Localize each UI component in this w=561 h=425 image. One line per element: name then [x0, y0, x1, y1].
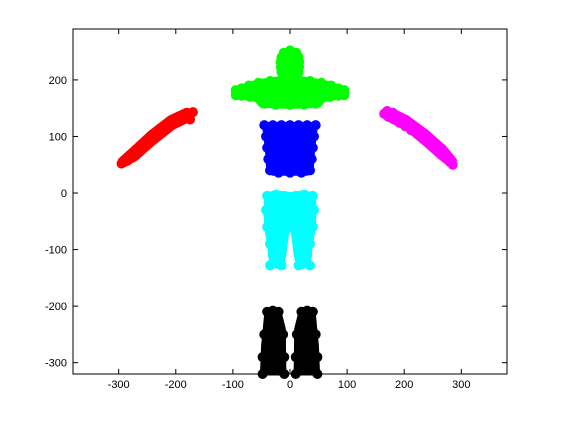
scatter-point-legs-3	[290, 190, 301, 201]
x-tick-label: 200	[395, 379, 413, 391]
y-tick-label: 100	[49, 131, 67, 143]
scatter-point-legs-13	[302, 250, 313, 261]
scatter-point-legs-6	[261, 204, 272, 215]
scatter-point-torso-16	[285, 167, 295, 178]
scatter-point-right-arm-13	[447, 159, 458, 170]
y-tick-label: -300	[45, 358, 67, 370]
scatter-point-legs-1	[270, 189, 281, 200]
scatter-point-shoulders-19	[285, 99, 295, 110]
x-tick-label: 300	[452, 379, 470, 391]
scatter-point-torso-8	[308, 131, 319, 142]
scatter-point-left-arm-15	[185, 114, 196, 125]
scatter-point-shoulders-6	[285, 74, 295, 85]
scatter-point-shoulders-25	[339, 90, 350, 101]
scatter-point-shoulders-20	[299, 99, 310, 110]
scatter-point-feet-13	[312, 352, 323, 363]
scatter-point-head-14	[285, 45, 295, 56]
scatter-point-shoulders-14	[236, 90, 247, 101]
scatter-point-shoulders-7	[293, 74, 304, 85]
y-tick-label: 200	[49, 75, 67, 87]
scatter-point-legs-17	[304, 260, 315, 271]
scatter-point-shoulders-17	[259, 98, 270, 109]
right-foot-shape	[293, 309, 321, 376]
scatter-point-feet-9	[310, 329, 321, 340]
scatter-point-legs-15	[276, 260, 287, 271]
scatter-point-legs-12	[267, 250, 278, 261]
x-tick-label: 0	[287, 379, 293, 391]
body-shapes	[117, 51, 457, 376]
scatter-point-legs-11	[304, 238, 315, 249]
scatter-point-torso-5	[302, 120, 313, 131]
scatter-point-feet-6	[259, 329, 270, 340]
scatter-point-feet-7	[278, 329, 289, 340]
scatter-point-torso-13	[265, 165, 276, 176]
scatter-points	[116, 45, 458, 379]
scatter-point-torso-7	[261, 131, 272, 142]
scatter-point-right-arm-15	[387, 107, 398, 118]
scatter-point-torso-10	[307, 142, 318, 153]
scatter-point-torso-15	[273, 167, 284, 178]
scatter-point-legs-7	[308, 204, 319, 215]
scatter-point-legs-14	[265, 260, 276, 271]
y-tick-label: -200	[45, 301, 67, 313]
scatter-point-legs-5	[307, 190, 318, 201]
scatter-point-feet-10	[257, 352, 268, 363]
scatter-point-torso-14	[304, 165, 315, 176]
scatter-point-torso-6	[310, 120, 321, 131]
scatter-point-feet-5	[307, 306, 318, 317]
axes: -300 -200 -100 0 100 200 300 -300 -200 -100 0 100 20…	[45, 28, 508, 391]
scatter-point-feet-12	[290, 352, 301, 363]
scatter-point-legs-10	[265, 238, 276, 249]
y-tick-label: 0	[61, 188, 67, 200]
scatter-point-shoulders-8	[304, 76, 315, 87]
scatter-point-legs-2	[279, 190, 290, 201]
scatter-point-torso-3	[285, 120, 295, 131]
scatter-point-legs-16	[293, 260, 304, 271]
scatter-point-shoulders-4	[265, 76, 276, 87]
scatter-point-shoulders-18	[270, 99, 281, 110]
scatter-point-legs-8	[262, 221, 273, 232]
scatter-point-legs-0	[262, 190, 273, 201]
scatter-point-torso-17	[296, 167, 307, 178]
scatter-point-legs-9	[307, 221, 318, 232]
scatter-point-torso-4	[293, 120, 304, 131]
x-tick-label: -300	[108, 379, 130, 391]
scatter-point-torso-1	[267, 120, 278, 131]
scatter-point-feet-8	[291, 329, 302, 340]
scatter-point-torso-0	[259, 120, 270, 131]
y-tick-label: -100	[45, 245, 67, 257]
scatter-point-shoulders-9	[316, 77, 327, 88]
scatter-point-feet-11	[279, 352, 290, 363]
scatter-point-torso-12	[306, 154, 317, 165]
scatter-point-shoulders-22	[316, 93, 327, 103]
scatter-point-shoulders-5	[276, 74, 287, 85]
scatter-point-legs-19	[286, 221, 297, 232]
scatter-point-shoulders-23	[324, 91, 335, 102]
scatter-point-legs-4	[299, 189, 310, 200]
scatter-point-torso-2	[276, 120, 287, 131]
scatter-point-shoulders-3	[253, 77, 264, 88]
scatter-point-torso-9	[262, 142, 273, 153]
scatter-point-shoulders-15	[245, 91, 256, 102]
scatter-point-feet-2	[273, 306, 284, 317]
x-tick-label: 100	[338, 379, 356, 391]
x-tick-label: -200	[165, 379, 187, 391]
scatter-point-shoulders-2	[243, 80, 254, 91]
x-tick-label: -100	[222, 379, 244, 391]
left-foot-shape	[259, 309, 287, 376]
scatter-point-torso-11	[263, 154, 274, 165]
